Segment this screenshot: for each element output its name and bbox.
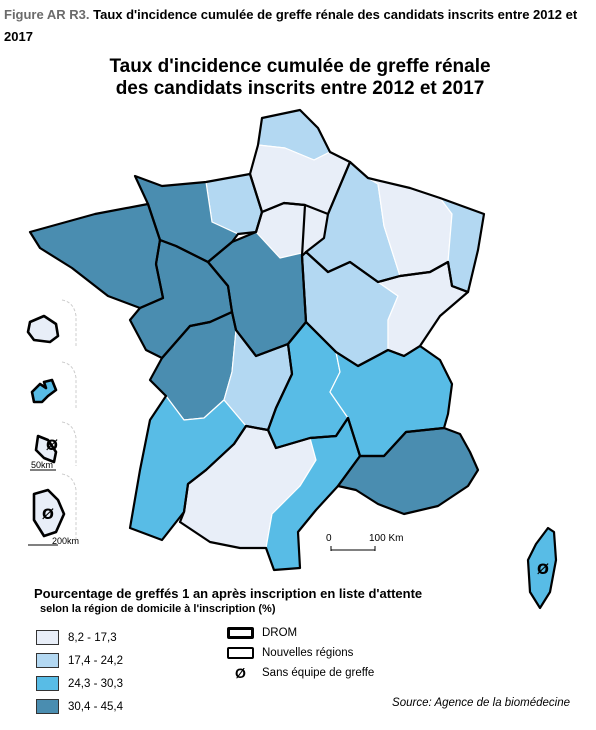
drom-inset-frames	[61, 299, 77, 540]
no-team-symbol-corse: Ø	[537, 562, 549, 578]
no-team-symbol-martinique: Ø	[46, 438, 58, 454]
legend-no-team-label: Sans équipe de greffe	[262, 667, 375, 679]
legend-symbols: DROM Nouvelles régions Ø Sans équipe de …	[227, 623, 374, 683]
legend-new-regions: Nouvelles régions	[227, 643, 374, 663]
drom-scale-50km: 50km	[30, 460, 56, 471]
legend-title: Pourcentage de greffés 1 an après inscri…	[34, 586, 423, 601]
drom-scale-200km-label: 200km	[52, 536, 79, 546]
no-team-symbol-guyane: Ø	[42, 507, 54, 523]
drom-border-swatch	[227, 627, 254, 639]
figure-caption-text: Taux d'incidence cumulée de greffe rénal…	[4, 7, 578, 44]
legend-class-3: 24,3 - 30,3	[36, 672, 123, 695]
legend-swatch	[36, 630, 59, 645]
legend-classes: 8,2 - 17,3 17,4 - 24,2 24,3 - 30,3 30,4 …	[36, 626, 123, 718]
region-border-swatch	[227, 647, 254, 659]
legend-new-regions-label: Nouvelles régions	[262, 647, 354, 659]
drom-scale-50km-label: 50km	[31, 460, 53, 470]
scale-end-label: 100 Km	[369, 533, 403, 544]
legend-swatch	[36, 699, 59, 714]
legend-swatch	[36, 676, 59, 691]
legend-drom-label: DROM	[262, 627, 298, 639]
legend-drom: DROM	[227, 623, 374, 643]
legend-no-team: Ø Sans équipe de greffe	[227, 663, 374, 683]
drom-scale-200km: 200km	[28, 536, 79, 546]
drom-outlines	[26, 314, 66, 538]
legend-subtitle: selon la région de domicile à l'inscript…	[40, 603, 276, 615]
source-note: Source: Agence de la biomédecine	[392, 697, 570, 709]
region-bretagne	[29, 203, 164, 309]
legend-label: 17,4 - 24,2	[68, 654, 123, 667]
legend-class-1: 8,2 - 17,3	[36, 626, 123, 649]
scale-start-label: 0	[326, 533, 332, 544]
map-title-line1: Taux d'incidence cumulée de greffe rénal…	[109, 56, 491, 77]
new-regions-outline	[28, 108, 558, 610]
no-team-icon: Ø	[235, 665, 246, 681]
legend-label: 24,3 - 30,3	[68, 677, 123, 690]
map-scale-bar: 0 100 Km	[326, 533, 403, 551]
legend-swatch	[36, 653, 59, 668]
figure-caption: Figure AR R3. Taux d'incidence cumulée d…	[4, 4, 584, 48]
legend-label: 8,2 - 17,3	[68, 631, 117, 644]
legend-class-4: 30,4 - 45,4	[36, 695, 123, 718]
map-title-line2: des candidats inscrits entre 2012 et 201…	[115, 78, 485, 99]
legend-class-2: 17,4 - 24,2	[36, 649, 123, 672]
legend-label: 30,4 - 45,4	[68, 700, 123, 713]
figure-number: Figure AR R3.	[4, 7, 90, 22]
map-title: Taux d'incidence cumulée de greffe rénal…	[60, 56, 540, 100]
